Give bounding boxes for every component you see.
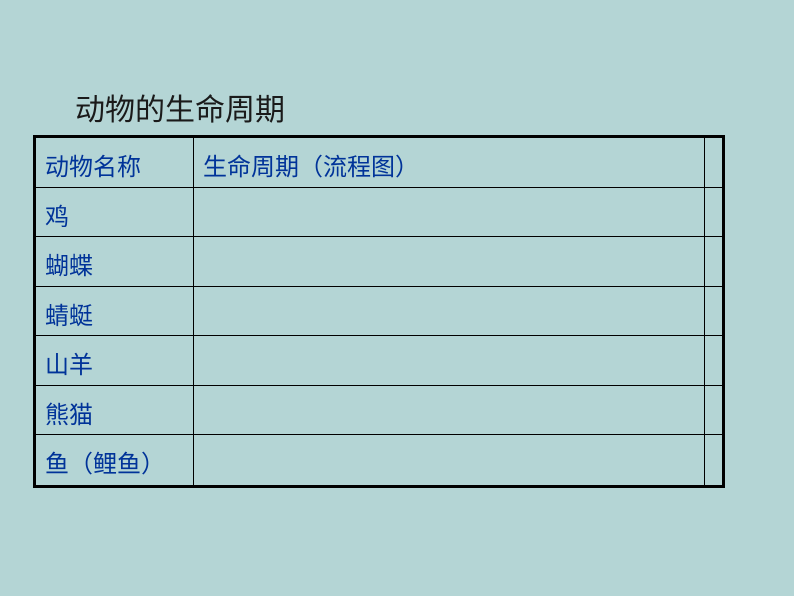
spacer-cell [705, 287, 722, 336]
lifecycle-cell [194, 287, 705, 336]
lifecycle-cell [194, 386, 705, 435]
lifecycle-cell [194, 237, 705, 286]
spacer-cell [705, 188, 722, 237]
lifecycle-table: 动物名称 生命周期（流程图） 鸡 蝴蝶 蜻蜓 山羊 熊猫 鱼（鲤鱼） [33, 135, 725, 488]
animal-name-cell: 熊猫 [36, 386, 194, 435]
spacer-cell [705, 237, 722, 286]
table-row: 熊猫 [36, 386, 722, 436]
animal-name-cell: 鸡 [36, 188, 194, 237]
table-header-row: 动物名称 生命周期（流程图） [36, 138, 722, 188]
spacer-cell [705, 336, 722, 385]
spacer-cell [705, 386, 722, 435]
table-row: 鸡 [36, 188, 722, 238]
animal-name-cell: 山羊 [36, 336, 194, 385]
animal-name-cell: 蜻蜓 [36, 287, 194, 336]
lifecycle-cell [194, 435, 705, 485]
page-title: 动物的生命周期 [75, 85, 285, 129]
spacer-cell [705, 435, 722, 485]
header-animal-name: 动物名称 [36, 138, 194, 187]
lifecycle-cell [194, 188, 705, 237]
table-row: 蝴蝶 [36, 237, 722, 287]
table-row: 鱼（鲤鱼） [36, 435, 722, 485]
table-row: 山羊 [36, 336, 722, 386]
animal-name-cell: 蝴蝶 [36, 237, 194, 286]
table-row: 蜻蜓 [36, 287, 722, 337]
animal-name-cell: 鱼（鲤鱼） [36, 435, 194, 485]
header-lifecycle: 生命周期（流程图） [194, 138, 705, 187]
header-spacer [705, 138, 722, 187]
lifecycle-cell [194, 336, 705, 385]
